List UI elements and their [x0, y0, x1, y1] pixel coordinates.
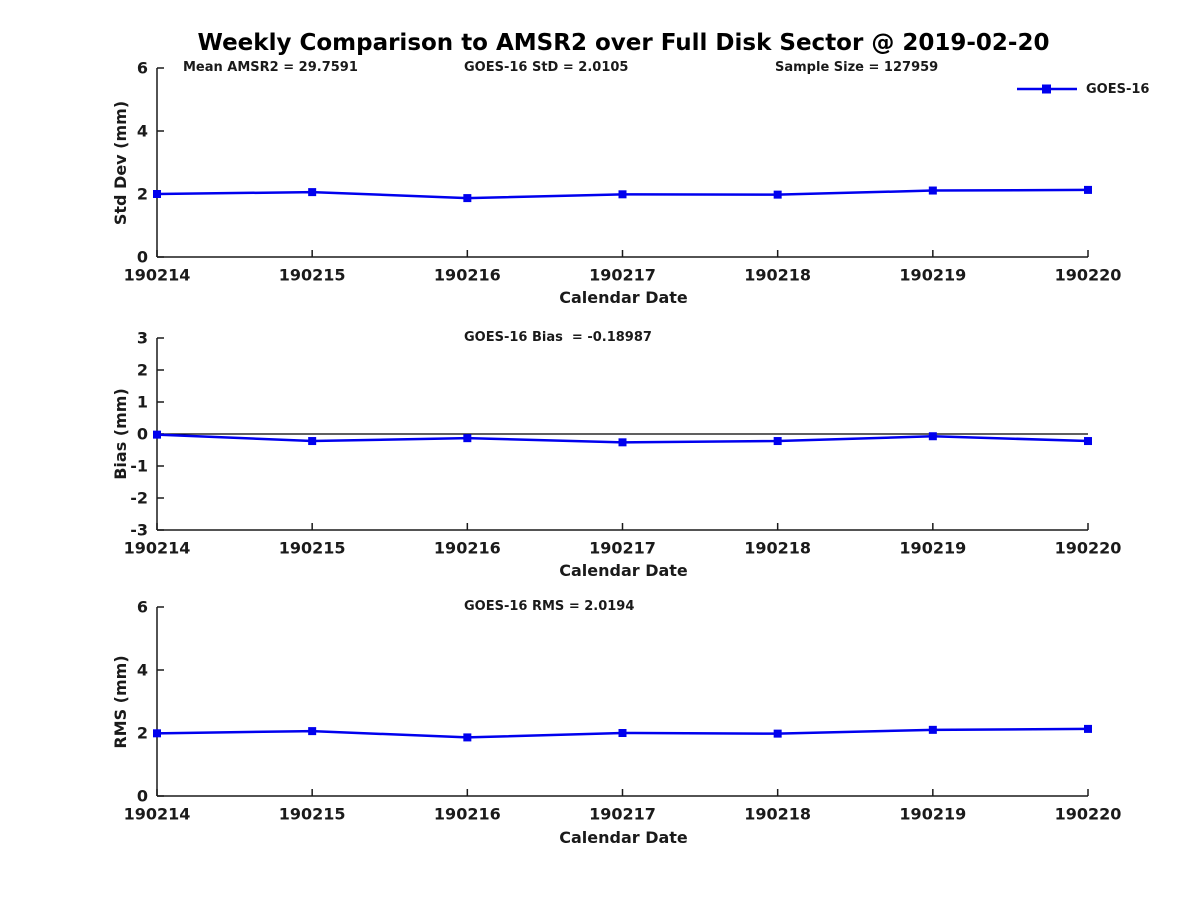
x-tick-label: 190218: [744, 805, 811, 824]
y-tick-label: 4: [137, 122, 148, 141]
rms-y-axis-label: RMS (mm): [111, 655, 130, 749]
data-point-marker: [1084, 185, 1092, 194]
y-tick-label: -3: [130, 521, 148, 540]
data-point-marker: [928, 186, 937, 195]
annotation-sample-size: Sample Size = 127959: [775, 60, 939, 75]
data-point-marker: [463, 194, 472, 203]
y-tick-label: 4: [137, 661, 148, 680]
data-point-marker: [773, 437, 782, 446]
x-tick-label: 190217: [589, 805, 656, 824]
rms-chart: 0 2 4 6 190214 190215 190216 190217 190218 190219…: [124, 598, 1122, 824]
y-tick-label: 2: [137, 724, 148, 743]
y-tick-label: 0: [137, 425, 148, 444]
figure-title: Weekly Comparison to AMSR2 over Full Dis…: [197, 30, 1050, 56]
data-point-marker: [463, 733, 472, 742]
bias-y-axis-label: Bias (mm): [111, 388, 130, 480]
bias-x-axis-label: Calendar Date: [559, 561, 688, 580]
legend-label: GOES-16: [1086, 81, 1150, 97]
data-point-marker: [308, 727, 317, 736]
annotation-mean-amsr2: Mean AMSR2 = 29.7591: [183, 60, 358, 75]
data-point-marker: [1084, 437, 1092, 446]
y-tick-label: 2: [137, 361, 148, 380]
x-tick-label: 190215: [279, 805, 346, 824]
data-point-marker: [1084, 724, 1092, 733]
data-point-marker: [773, 190, 782, 199]
data-point-marker: [308, 437, 317, 446]
data-point-marker: [928, 432, 937, 441]
legend-line-marker-icon: [1017, 84, 1077, 94]
data-point-marker: [618, 190, 627, 199]
data-point-marker: [773, 729, 782, 738]
x-tick-label: 190214: [124, 539, 191, 558]
y-tick-label: 6: [137, 59, 148, 78]
x-tick-label: 190218: [744, 539, 811, 558]
x-tick-label: 190217: [589, 266, 656, 285]
x-tick-label: 190216: [434, 266, 501, 285]
x-tick-label: 190216: [434, 805, 501, 824]
data-point-marker: [153, 430, 161, 439]
annotation-goes16-rms: GOES-16 RMS = 2.0194: [464, 599, 635, 614]
y-tick-label: 6: [137, 598, 148, 617]
x-tick-label: 190214: [124, 805, 191, 824]
y-tick-label: -2: [130, 489, 148, 508]
annotation-goes16-bias: GOES-16 Bias = -0.18987: [464, 330, 652, 345]
x-tick-label: 190214: [124, 266, 191, 285]
rms-x-axis-label: Calendar Date: [559, 828, 688, 847]
stddev-x-axis-label: Calendar Date: [559, 288, 688, 307]
x-tick-label: 190219: [899, 266, 966, 285]
y-tick-label: 2: [137, 185, 148, 204]
legend: GOES-16: [1016, 80, 1149, 98]
y-tick-label: 0: [137, 248, 148, 267]
data-point-marker: [618, 438, 627, 447]
x-tick-label: 190220: [1055, 266, 1122, 285]
data-point-marker: [153, 729, 161, 738]
x-tick-label: 190217: [589, 539, 656, 558]
data-point-marker: [618, 729, 627, 737]
annotation-goes16-std: GOES-16 StD = 2.0105: [464, 60, 629, 75]
stddev-y-axis-label: Std Dev (mm): [111, 100, 130, 226]
y-tick-label: 0: [137, 787, 148, 806]
data-point-marker: [928, 725, 937, 734]
x-tick-label: 190220: [1055, 539, 1122, 558]
x-tick-label: 190215: [279, 266, 346, 285]
x-tick-label: 190216: [434, 539, 501, 558]
data-point-marker: [308, 188, 317, 197]
stddev-chart: 0 2 4 6 190214 190215 190216 190217 190218 190219…: [124, 59, 1122, 285]
y-tick-label: 3: [137, 329, 148, 348]
y-tick-label: -1: [130, 457, 148, 476]
x-tick-label: 190219: [899, 805, 966, 824]
data-point-marker: [463, 434, 472, 443]
x-tick-label: 190219: [899, 539, 966, 558]
y-tick-label: 1: [137, 393, 148, 412]
data-point-marker: [153, 190, 161, 198]
x-tick-label: 190215: [279, 539, 346, 558]
x-tick-label: 190218: [744, 266, 811, 285]
x-tick-label: 190220: [1055, 805, 1122, 824]
